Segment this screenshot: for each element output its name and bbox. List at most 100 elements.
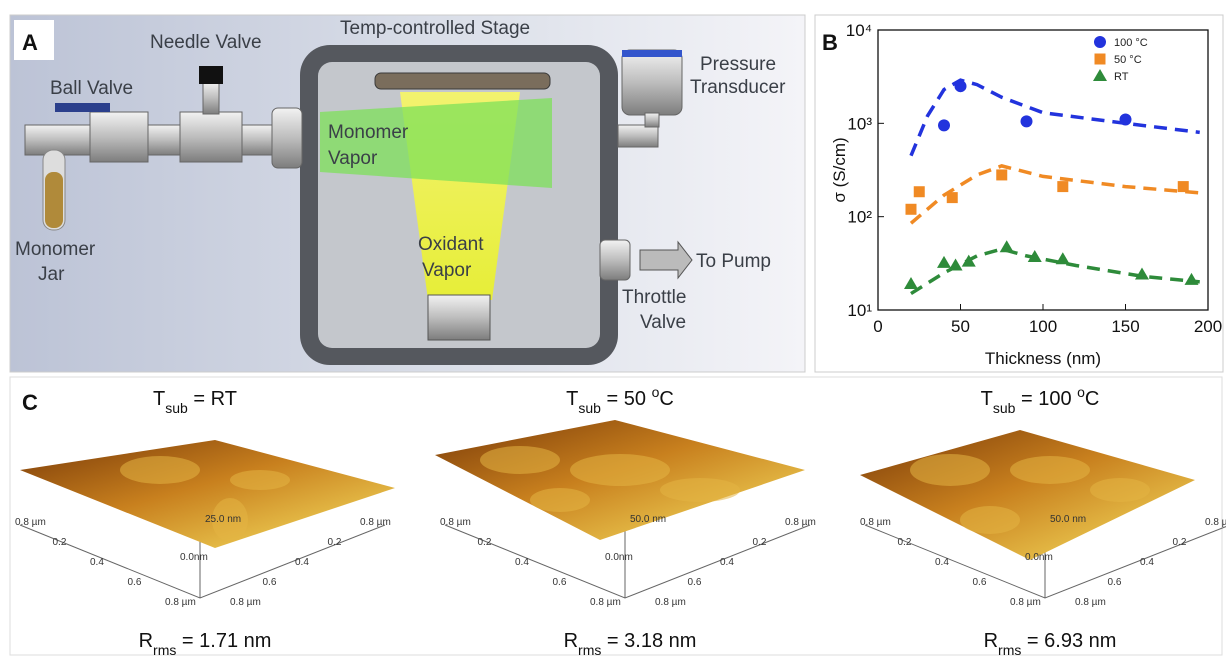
label: Temp-controlled Stage <box>340 18 530 39</box>
data-point <box>906 204 917 215</box>
afm-z-label: 50.0 nm <box>1050 514 1086 525</box>
ball-valve-handle <box>55 103 110 112</box>
text-part: rms <box>578 642 601 657</box>
panel-c: C Tsub = RT Rrms = 1.71 nm 25.0 nm 0.0nm 0.8… <box>10 377 1226 657</box>
legend-label: 100 °C <box>1114 37 1148 49</box>
label: Monomer <box>15 239 96 260</box>
afm-feature <box>1010 456 1090 484</box>
afm-axis-label: 0.6 <box>128 577 142 588</box>
text-part: = 6.93 nm <box>1021 630 1116 652</box>
label: Vapor <box>328 148 378 169</box>
afm-feature <box>960 506 1020 534</box>
afm-feature <box>530 488 590 512</box>
afm-feature <box>910 454 990 486</box>
data-point <box>938 119 950 131</box>
transducer-cap <box>622 50 682 57</box>
afm-feature <box>660 478 740 502</box>
label: Needle Valve <box>150 32 262 53</box>
afm-axis-label: 0.2 <box>478 537 492 548</box>
afm-axis-label: 0.6 <box>973 577 987 588</box>
afm-axis-label: 0.2 <box>898 537 912 548</box>
afm-feature <box>1090 478 1150 502</box>
x-tick-label: 0 <box>873 317 882 336</box>
label: To Pump <box>696 251 771 272</box>
afm-axis-label: 0.6 <box>688 577 702 588</box>
afm-feature <box>120 456 200 484</box>
y-axis-title: σ (S/cm) <box>830 137 849 202</box>
pressure-transducer <box>622 50 682 115</box>
panel-a: A Needle Valve Temp-controlled Stage Bal… <box>10 15 805 372</box>
text-part: = RT <box>188 388 237 410</box>
y-tick-label: 10² <box>847 208 872 227</box>
x-tick-label: 50 <box>951 317 970 336</box>
y-tick-label: 10⁴ <box>846 21 872 40</box>
text-part: R <box>984 630 998 652</box>
text-part: T <box>153 388 165 410</box>
needle-valve-body <box>180 112 242 162</box>
text-part: o <box>652 384 660 400</box>
afm-axis-label: 0.8 µm <box>1205 517 1226 528</box>
afm-z-label: 25.0 nm <box>205 514 241 525</box>
afm-axis-label: 0.8 µm <box>1010 597 1041 608</box>
stage <box>375 73 550 89</box>
x-tick-label: 150 <box>1111 317 1139 336</box>
afm-zero-label: 0.0nm <box>605 552 633 563</box>
data-point <box>1021 115 1033 127</box>
afm-feature <box>230 470 290 490</box>
text-part: = 100 <box>1015 388 1077 410</box>
text-part: o <box>1077 384 1085 400</box>
label: Ball Valve <box>50 78 133 99</box>
text-part: sub <box>578 400 601 416</box>
ball-valve-body <box>90 112 148 162</box>
afm-axis-label: 0.8 µm <box>655 597 686 608</box>
afm-axis-label: 0.8 µm <box>230 597 261 608</box>
legend-marker <box>1094 36 1106 48</box>
text-part: sub <box>165 400 188 416</box>
y-tick-label: 10¹ <box>847 301 872 320</box>
monomer-liquid <box>45 172 63 228</box>
afm-axis-label: 0.6 <box>553 577 567 588</box>
x-tick-label: 200 <box>1194 317 1222 336</box>
afm-axis-label: 0.8 µm <box>860 517 891 528</box>
label: Vapor <box>422 260 472 281</box>
needle-valve-knob <box>199 66 223 84</box>
text-part: = 3.18 nm <box>601 630 696 652</box>
data-point <box>914 186 925 197</box>
afm-axis-label: 0.8 µm <box>360 517 391 528</box>
afm-axis-label: 0.4 <box>1140 557 1154 568</box>
text-part: T <box>981 388 993 410</box>
x-axis-title: Thickness (nm) <box>985 349 1101 368</box>
flange <box>272 108 302 168</box>
panel-label: A <box>22 30 38 55</box>
data-point <box>1120 113 1132 125</box>
data-point <box>955 80 967 92</box>
afm-axis-label: 0.8 µm <box>165 597 196 608</box>
text-part: R <box>139 630 153 652</box>
afm-axis-label: 0.4 <box>515 557 529 568</box>
data-point <box>1057 181 1068 192</box>
y-tick-label: 10³ <box>847 114 872 133</box>
afm-axis-label: 0.8 µm <box>590 597 621 608</box>
afm-z-label: 50.0 nm <box>630 514 666 525</box>
figure: A Needle Valve Temp-controlled Stage Bal… <box>0 0 1226 657</box>
afm-axis-label: 0.2 <box>53 537 67 548</box>
text-part: = 1.71 nm <box>176 630 271 652</box>
panel-label: C <box>22 390 38 415</box>
label: Jar <box>38 264 65 285</box>
legend-marker <box>1095 54 1106 65</box>
feed-pipe <box>25 125 300 155</box>
label: Pressure <box>700 54 776 75</box>
transducer-pipe <box>618 125 658 147</box>
legend-label: RT <box>1114 71 1129 83</box>
x-tick-label: 100 <box>1029 317 1057 336</box>
text-part: rms <box>153 642 176 657</box>
afm-axis-label: 0.8 µm <box>15 517 46 528</box>
afm-axis-label: 0.6 <box>1108 577 1122 588</box>
transducer-neck <box>645 113 659 127</box>
text-part: T <box>566 388 578 410</box>
afm-axis-label: 0.8 µm <box>1075 597 1106 608</box>
data-point <box>1178 181 1189 192</box>
label: Transducer <box>690 77 786 98</box>
data-point <box>947 192 958 203</box>
